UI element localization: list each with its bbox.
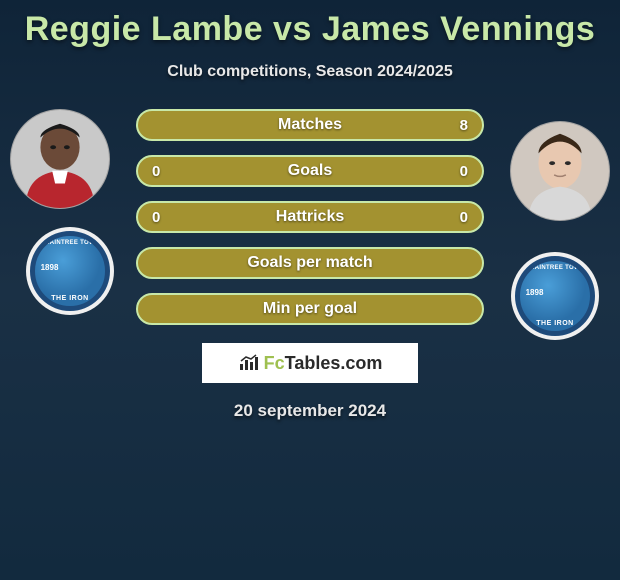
club-right-name: BRAINTREE TOWN bbox=[520, 265, 590, 271]
stat-row: Goals per match bbox=[136, 247, 484, 279]
stat-row: 0 Hattricks 0 bbox=[136, 201, 484, 233]
club-right-iron: THE IRON bbox=[536, 320, 573, 327]
stat-right-value: 0 bbox=[448, 163, 468, 180]
player-left-avatar bbox=[10, 109, 110, 209]
player-right-avatar bbox=[510, 121, 610, 221]
stat-left-value: 0 bbox=[152, 163, 172, 180]
club-badge-left: BRAINTREE TOWN 1898 THE IRON bbox=[26, 227, 114, 315]
stat-row: Matches 8 bbox=[136, 109, 484, 141]
club-badge-right: BRAINTREE TOWN 1898 THE IRON bbox=[511, 252, 599, 340]
date-text: 20 september 2024 bbox=[234, 401, 386, 421]
stat-right-value: 0 bbox=[448, 209, 468, 226]
brand-suffix: Tables.com bbox=[285, 353, 383, 373]
stat-row: 0 Goals 0 bbox=[136, 155, 484, 187]
club-left-name: BRAINTREE TOWN bbox=[35, 240, 105, 246]
club-left-iron: THE IRON bbox=[51, 295, 88, 302]
brand-text: FcTables.com bbox=[264, 353, 383, 374]
comparison-card: Reggie Lambe vs James Vennings Club comp… bbox=[0, 0, 620, 580]
club-right-year: 1898 bbox=[526, 288, 544, 297]
stat-row: Min per goal bbox=[136, 293, 484, 325]
stat-right-value: 8 bbox=[448, 117, 468, 134]
stat-label: Goals bbox=[288, 162, 332, 180]
stat-left-value: 0 bbox=[152, 209, 172, 226]
brand-prefix: Fc bbox=[264, 353, 285, 373]
stat-label: Hattricks bbox=[276, 208, 344, 226]
page-title: Reggie Lambe vs James Vennings bbox=[25, 10, 596, 49]
stat-label: Goals per match bbox=[247, 254, 372, 272]
subtitle: Club competitions, Season 2024/2025 bbox=[167, 63, 452, 81]
club-left-year: 1898 bbox=[41, 263, 59, 272]
stat-label: Matches bbox=[278, 116, 342, 134]
brand-box: FcTables.com bbox=[202, 343, 418, 383]
chart-icon bbox=[238, 354, 260, 372]
stat-label: Min per goal bbox=[263, 300, 357, 318]
content-area: BRAINTREE TOWN 1898 THE IRON BRAINTREE T… bbox=[0, 109, 620, 325]
